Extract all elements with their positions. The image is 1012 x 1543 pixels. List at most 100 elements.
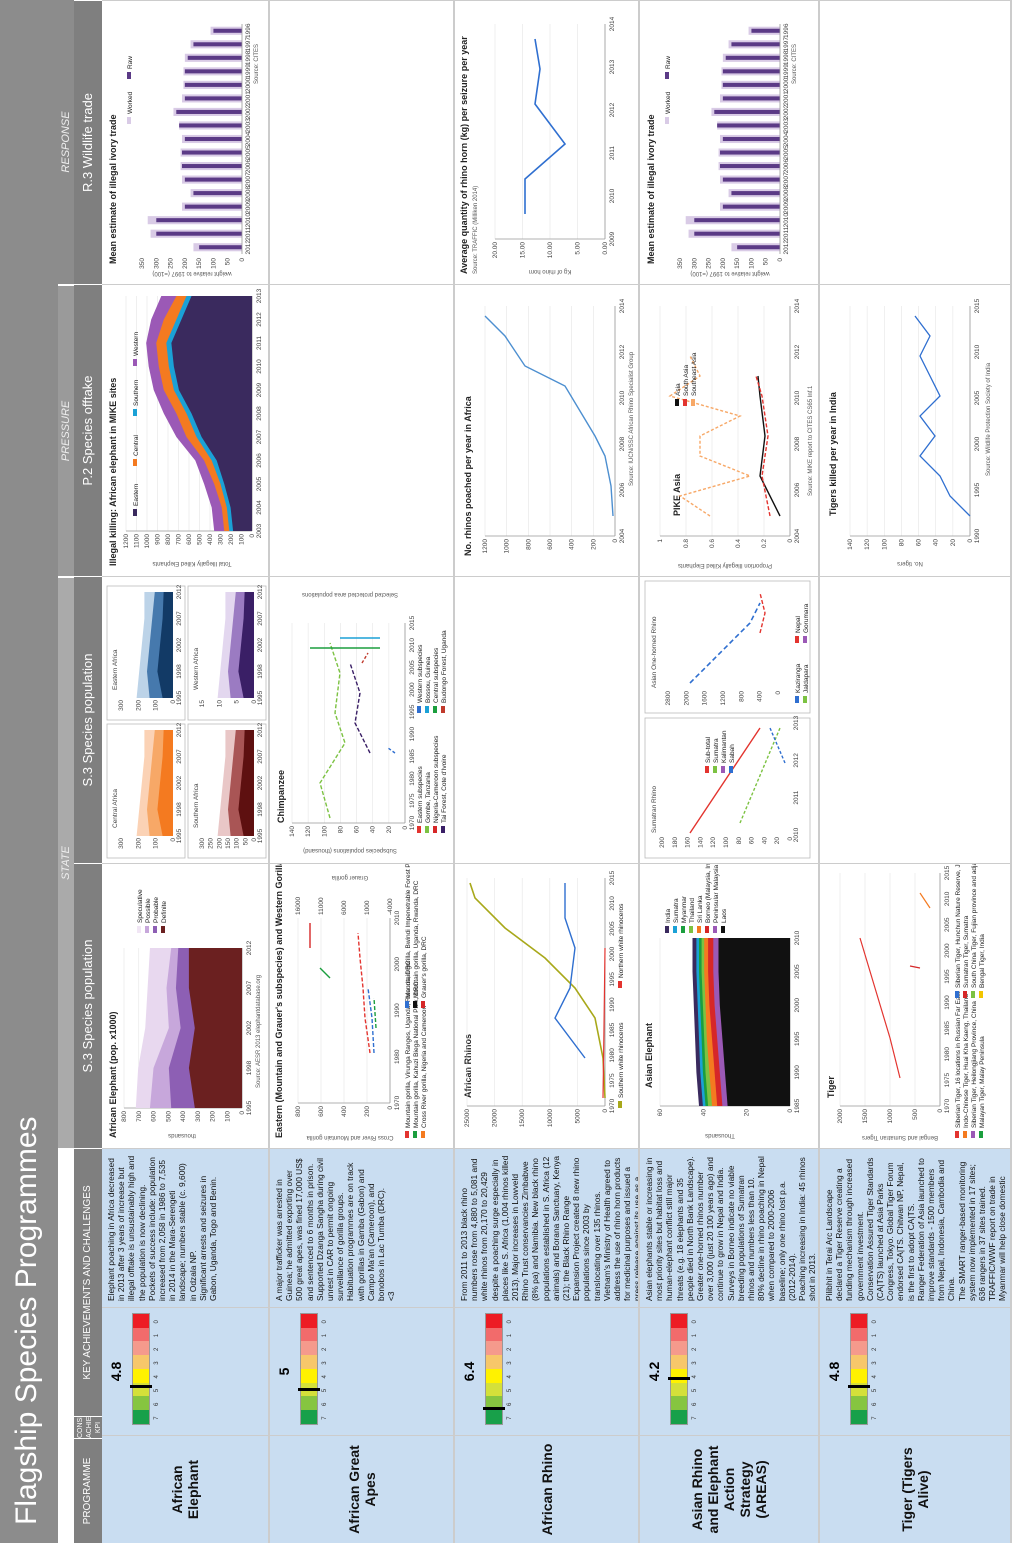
y-tick-label: 20000 — [492, 1109, 499, 1127]
kpi-gauge — [298, 1313, 320, 1425]
y-tick-label: 0.4 — [735, 539, 742, 548]
achievement-paragraph: A major trafficker was arrested in Guine… — [274, 1158, 315, 1301]
y-tick-label: 20 — [950, 539, 957, 547]
y-tick-label: 0 — [787, 539, 794, 543]
kpi-value: 4.8 — [826, 1361, 842, 1382]
year-label: 2011 — [783, 226, 790, 240]
gauge-segment — [301, 1355, 317, 1369]
legend-label: Sumatra — [673, 898, 680, 923]
legend-label: Mountain gorilla, Kahuzi Biega National … — [413, 981, 420, 1128]
gauge-segment — [486, 1341, 502, 1356]
chart-title: Average quantity of rhino horn (kg) per … — [459, 36, 469, 274]
gauge-scale: 7 6 5 4 3 2 1 0 — [507, 1315, 513, 1425]
gauge-scale-label: 1 — [154, 1333, 160, 1338]
legend-swatch — [795, 696, 799, 703]
legend-label: Probable — [153, 897, 160, 923]
legend-swatch — [133, 409, 137, 416]
x-tick-label: 2010 — [394, 910, 401, 925]
p2-chart — [270, 284, 453, 576]
gauge-scale-label: 4 — [507, 1375, 513, 1379]
gauge-scale-label: 7 — [872, 1416, 878, 1420]
raw-bar — [737, 245, 781, 250]
header-programme: PROGRAMME — [74, 1438, 102, 1543]
x-tick-label: 2008 — [256, 406, 263, 421]
y-tick-label: 1000 — [144, 534, 151, 549]
legend-label: Sumatra — [713, 738, 720, 763]
year-label: 2012 — [245, 240, 252, 255]
group-pressure: PRESSURE — [58, 286, 74, 576]
achievement-paragraph: Conservation Assured Tiger Standards (CA… — [864, 1157, 916, 1301]
legend-label: Grauer's gorilla, DRC — [421, 936, 428, 998]
legend-label: Speculative — [137, 889, 144, 923]
x-tick-label: 1990 — [944, 995, 951, 1010]
sub-total-line — [689, 727, 761, 834]
chart-title: No. rhinos poached per year in Africa — [463, 395, 473, 556]
population-band — [157, 730, 173, 836]
y-tick-label: 50 — [242, 838, 249, 846]
legend-label: Kalimantan — [721, 730, 728, 763]
x-tick-label: 2005 — [794, 964, 801, 979]
raw-bar — [722, 177, 780, 182]
raw-bar — [184, 177, 242, 182]
s3a-chart: Eastern (Mountain and Grauer's subspecie… — [274, 863, 428, 1140]
legend-label: Raw — [665, 56, 672, 69]
x-tick-label: 2010 — [409, 638, 416, 653]
raw-bar — [176, 109, 242, 114]
year-label: 1998 — [245, 50, 252, 65]
y-tick-label: 200 — [135, 838, 142, 849]
northern-white-line — [602, 947, 606, 1099]
chart-source: Source: AESR 2013 elephantdatabase.org — [256, 975, 262, 1088]
y-tick-label: 0 — [239, 258, 246, 262]
s3a-chart: Tiger 2000 1500 1000 500 0 1970 1975 1980 1985 199… — [826, 863, 986, 1140]
y2-tick-label: 11000 — [318, 897, 325, 915]
gauge-segment — [486, 1327, 502, 1342]
x-tick-label: 2010 — [794, 930, 801, 945]
year-label: 2004 — [245, 131, 252, 146]
x-tick-label: 2007 — [176, 611, 183, 626]
panel-title: Central Africa — [112, 789, 119, 828]
x-tick-label: 2008 — [619, 436, 626, 451]
y-tick-label: 200 — [364, 1106, 371, 1117]
x-tick-label: 1970 — [409, 815, 416, 830]
x-tick-label: 2005 — [256, 476, 263, 491]
y-tick-label: 200 — [216, 838, 223, 849]
y-axis-label: Total Illegally Killed Elephants — [152, 560, 231, 566]
p2-chart-cell — [270, 284, 453, 576]
y-tick-label: 100 — [153, 700, 160, 711]
kpi-value: 4.2 — [646, 1361, 662, 1382]
legend-label: Southeast Asia — [691, 352, 698, 396]
gauge-scale-label: 7 — [507, 1416, 513, 1420]
y-tick-label: 350 — [139, 258, 146, 269]
y-tick-label: 0 — [251, 838, 258, 842]
gauge-scale-label: 0 — [872, 1320, 878, 1324]
raw-bar — [182, 150, 242, 155]
y-axis-label: weight relative to 1997 (=100) — [690, 270, 770, 276]
x-tick-label: 2012 — [619, 344, 626, 359]
year-label: 1998 — [783, 50, 790, 65]
chart-source: Source: MIKE report to CITES CS65 Inf.1 — [808, 385, 814, 496]
x-tick-label: 1985 — [794, 1098, 801, 1113]
y-tick-label: 100 — [239, 534, 246, 545]
gauge-scale: 7 6 5 4 3 2 1 0 — [322, 1315, 328, 1425]
x-tick-label: 2002 — [176, 637, 183, 652]
rhinos-poached-line — [484, 315, 614, 517]
rhino-horn-line — [524, 38, 567, 214]
year-label: 1996 — [245, 23, 252, 38]
x-tick-label: 2010 — [619, 390, 626, 405]
gauge-segment — [671, 1396, 687, 1411]
legend-swatch — [161, 926, 165, 933]
gauge-segment — [671, 1369, 687, 1383]
legend-label: Gorumara — [803, 603, 810, 633]
legend-swatch — [971, 991, 975, 998]
y-tick-label: 1000 — [504, 539, 511, 554]
achievement-paragraph: Pockets of success include: population i… — [146, 1157, 198, 1301]
y-tick-label: 2000 — [837, 1109, 844, 1124]
gauge-scale-label: 5 — [507, 1388, 513, 1393]
x-tick-label: 2000 — [409, 682, 416, 697]
chart-source: Source: CITES — [792, 44, 798, 84]
legend-swatch — [425, 706, 429, 713]
x-tick-label: 2009 — [609, 231, 616, 246]
gauge-scale-label: 7 — [322, 1416, 328, 1420]
y2-axis-label: Grauer gorilla — [331, 874, 368, 880]
